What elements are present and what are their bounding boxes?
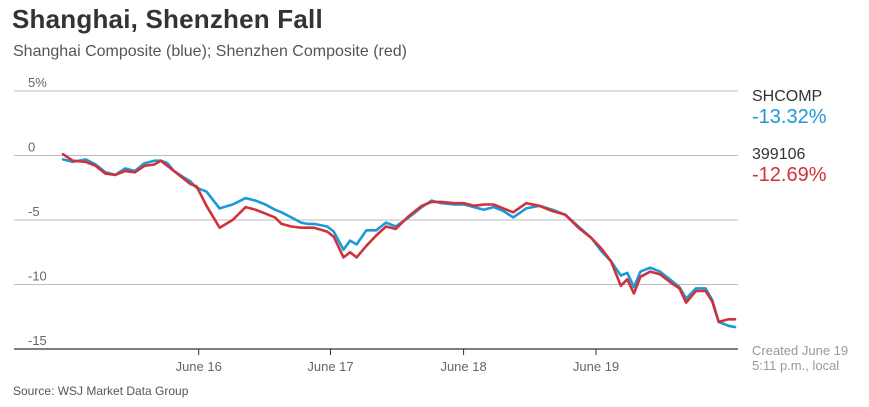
y-tick-label: -5 <box>28 204 40 219</box>
legend-name: 399106 <box>752 146 806 163</box>
source-note: Source: WSJ Market Data Group <box>13 384 189 398</box>
chart-title: Shanghai, Shenzhen Fall <box>12 4 323 34</box>
created-line-1: Created June 19 <box>752 343 849 358</box>
legend-value: -13.32% <box>752 106 827 128</box>
legend-value: -12.69% <box>752 164 827 186</box>
created-line-2: 5:11 p.m., local <box>752 358 840 373</box>
x-tick-label: June 19 <box>573 359 619 374</box>
series-line-shcomp <box>61 158 737 329</box>
created-note: Created June 19 5:11 p.m., local <box>752 343 848 373</box>
y-tick-label: 5% <box>28 75 47 90</box>
y-tick-label: 0 <box>28 140 35 155</box>
y-tick-label: -10 <box>28 269 47 284</box>
legend-name: SHCOMP <box>752 88 823 105</box>
x-tick-label: June 16 <box>176 359 222 374</box>
series-line-399106 <box>61 152 737 324</box>
y-tick-label: -15 <box>28 333 47 348</box>
legend-399106: 399106 -12.69% <box>752 146 827 186</box>
legend-shcomp: SHCOMP -13.32% <box>752 88 827 128</box>
chart-subtitle: Shanghai Composite (blue); Shenzhen Comp… <box>13 43 407 60</box>
x-tick-label: June 18 <box>440 359 486 374</box>
x-tick-label: June 17 <box>307 359 353 374</box>
